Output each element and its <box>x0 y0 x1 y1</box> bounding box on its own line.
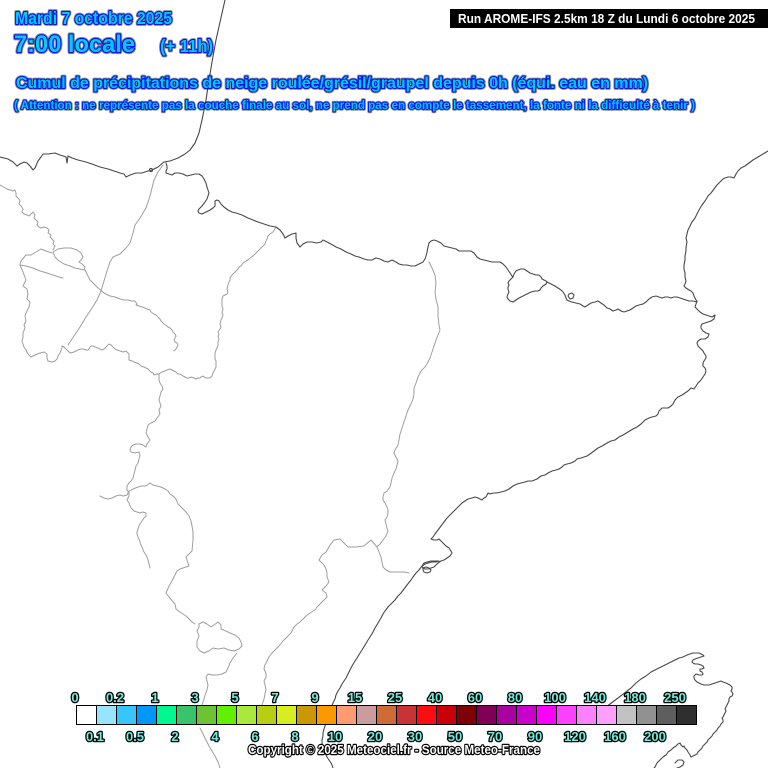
svg-text:4: 4 <box>211 729 219 744</box>
svg-text:0.1: 0.1 <box>86 729 104 744</box>
svg-text:7:00 locale: 7:00 locale <box>14 31 135 58</box>
svg-text:40: 40 <box>428 690 442 705</box>
svg-text:60: 60 <box>468 690 482 705</box>
svg-text:Run AROME-IFS 2.5km 18 Z du Lu: Run AROME-IFS 2.5km 18 Z du Lundi 6 octo… <box>458 11 755 26</box>
svg-text:8: 8 <box>291 729 298 744</box>
svg-text:9: 9 <box>311 690 318 705</box>
svg-text:Copyright © 2025 Meteociel.fr: Copyright © 2025 Meteociel.fr - Source M… <box>248 742 540 757</box>
svg-text:200: 200 <box>644 729 666 744</box>
svg-text:20: 20 <box>368 729 382 744</box>
svg-text:Mardi 7 octobre 2025: Mardi 7 octobre 2025 <box>15 8 172 28</box>
svg-text:3: 3 <box>191 690 198 705</box>
svg-text:Mardi 7 octobre 2025: Mardi 7 octobre 2025 <box>15 8 172 28</box>
svg-text:160: 160 <box>604 729 626 744</box>
svg-text:80: 80 <box>508 690 522 705</box>
svg-text:1: 1 <box>151 690 158 705</box>
svg-text:70: 70 <box>488 729 502 744</box>
svg-text:0.2: 0.2 <box>106 690 124 705</box>
svg-text:5: 5 <box>231 690 238 705</box>
svg-text:( Attention : ne représente pa: ( Attention : ne représente pas la couch… <box>14 100 695 112</box>
svg-text:Cumul de précipitations de nei: Cumul de précipitations de neige roulée/… <box>16 75 648 92</box>
svg-text:2: 2 <box>171 729 178 744</box>
svg-text:180: 180 <box>624 690 646 705</box>
svg-text:30: 30 <box>408 729 422 744</box>
svg-text:50: 50 <box>448 729 462 744</box>
svg-text:7:00 locale: 7:00 locale <box>14 31 135 58</box>
svg-text:120: 120 <box>564 729 586 744</box>
svg-text:6: 6 <box>251 729 258 744</box>
svg-text:(+ 11h): (+ 11h) <box>160 36 213 56</box>
svg-text:Cumul de précipitations de nei: Cumul de précipitations de neige roulée/… <box>16 75 648 92</box>
svg-text:0.5: 0.5 <box>126 729 144 744</box>
svg-text:90: 90 <box>528 729 542 744</box>
svg-text:( Attention : ne représente pa: ( Attention : ne représente pas la couch… <box>14 100 695 112</box>
svg-text:250: 250 <box>664 690 686 705</box>
svg-text:100: 100 <box>544 690 566 705</box>
svg-text:10: 10 <box>328 729 342 744</box>
svg-text:0: 0 <box>71 690 78 705</box>
svg-text:15: 15 <box>348 690 362 705</box>
svg-text:25: 25 <box>388 690 402 705</box>
svg-text:7: 7 <box>271 690 278 705</box>
svg-text:(+ 11h): (+ 11h) <box>160 36 213 56</box>
svg-text:140: 140 <box>584 690 606 705</box>
